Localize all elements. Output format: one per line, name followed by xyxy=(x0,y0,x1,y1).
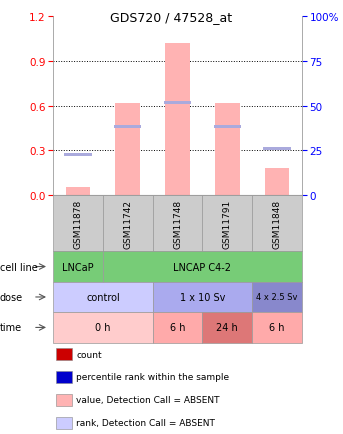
Bar xyxy=(56,371,72,383)
Text: time: time xyxy=(0,323,22,332)
Bar xyxy=(153,195,202,252)
Text: control: control xyxy=(86,293,120,302)
Text: rank, Detection Call = ABSENT: rank, Detection Call = ABSENT xyxy=(76,418,215,427)
Bar xyxy=(202,312,252,343)
Bar xyxy=(153,312,202,343)
Bar xyxy=(56,349,72,360)
Bar xyxy=(165,44,190,195)
Bar xyxy=(53,282,153,312)
Bar xyxy=(264,168,289,195)
Bar xyxy=(153,282,252,312)
Bar xyxy=(263,148,291,151)
Bar xyxy=(115,103,140,195)
Bar xyxy=(53,312,153,343)
Bar xyxy=(252,312,302,343)
Text: count: count xyxy=(76,350,102,359)
Text: value, Detection Call = ABSENT: value, Detection Call = ABSENT xyxy=(76,395,220,404)
Bar xyxy=(164,102,191,105)
Bar xyxy=(202,195,252,252)
Bar xyxy=(214,125,241,129)
Text: GDS720 / 47528_at: GDS720 / 47528_at xyxy=(110,11,233,24)
Text: 0 h: 0 h xyxy=(95,323,111,332)
Text: GSM11742: GSM11742 xyxy=(123,199,132,248)
Text: percentile rank within the sample: percentile rank within the sample xyxy=(76,372,229,381)
Text: 6 h: 6 h xyxy=(170,323,185,332)
Text: cell line: cell line xyxy=(0,262,38,272)
Bar xyxy=(114,125,141,129)
Text: 24 h: 24 h xyxy=(216,323,238,332)
Text: GSM11878: GSM11878 xyxy=(73,199,83,248)
Bar xyxy=(64,154,92,157)
Text: GSM11748: GSM11748 xyxy=(173,199,182,248)
Text: LNCaP: LNCaP xyxy=(62,262,94,272)
Bar xyxy=(252,195,302,252)
Text: 1 x 10 Sv: 1 x 10 Sv xyxy=(180,293,225,302)
Text: 4 x 2.5 Sv: 4 x 2.5 Sv xyxy=(256,293,298,302)
Bar xyxy=(53,252,103,282)
Bar xyxy=(66,188,91,195)
Text: GSM11791: GSM11791 xyxy=(223,199,232,248)
Bar xyxy=(56,417,72,428)
Bar xyxy=(215,103,240,195)
Bar xyxy=(53,195,103,252)
Text: dose: dose xyxy=(0,293,23,302)
Text: LNCAP C4-2: LNCAP C4-2 xyxy=(173,262,232,272)
Bar xyxy=(103,195,153,252)
Text: 6 h: 6 h xyxy=(269,323,285,332)
Bar xyxy=(56,394,72,406)
Bar xyxy=(252,282,302,312)
Bar xyxy=(103,252,302,282)
Text: GSM11848: GSM11848 xyxy=(272,199,282,248)
